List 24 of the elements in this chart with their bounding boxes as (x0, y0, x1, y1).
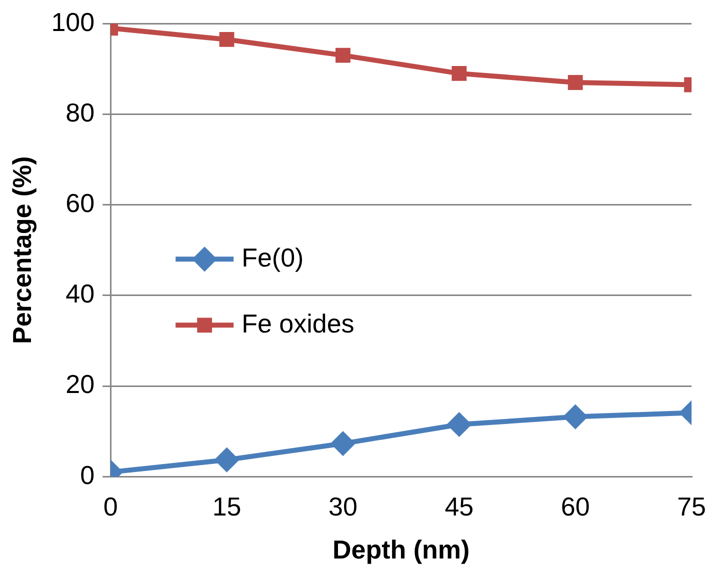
legend-label: Fe oxides (242, 308, 354, 338)
x-tick-label: 0 (103, 491, 118, 522)
x-axis-title: Depth (nm) (332, 534, 470, 565)
y-tick-label: 80 (66, 97, 95, 128)
point (331, 432, 354, 456)
x-tick-label: 30 (328, 491, 358, 522)
x-tick-label: 45 (444, 491, 474, 522)
y-tick-label: 0 (80, 460, 95, 490)
y-axis-title: Percentage (%) (6, 156, 37, 344)
point (219, 32, 234, 47)
point (448, 413, 471, 436)
x-tick-label: 15 (212, 491, 242, 522)
point (336, 48, 350, 63)
y-tick-label: 20 (66, 369, 95, 400)
legend-label: Fe(0) (242, 242, 304, 272)
x-tick-label: 75 (677, 491, 706, 522)
y-tick-label: 100 (51, 6, 95, 37)
y-tick-label: 40 (66, 278, 95, 309)
x-tick-label: 60 (560, 491, 590, 522)
point (215, 448, 238, 472)
point (452, 66, 467, 81)
point (568, 75, 583, 90)
y-tick-label: 60 (66, 188, 95, 218)
point (564, 405, 587, 428)
